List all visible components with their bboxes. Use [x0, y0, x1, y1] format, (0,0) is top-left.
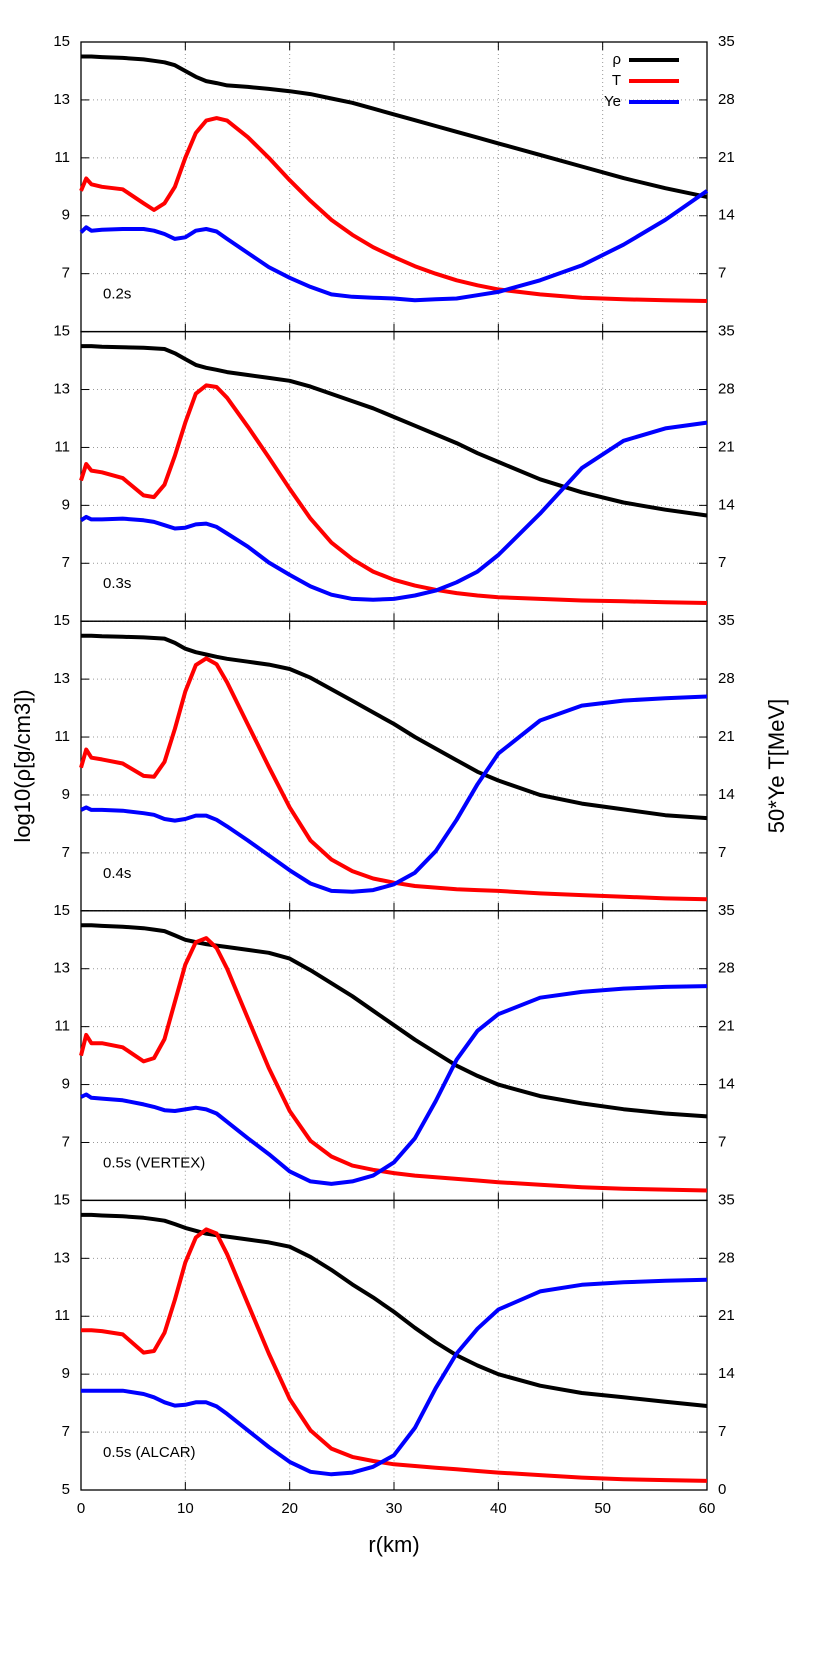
y-axis-title: log10(ρ[g/cm3]) [10, 689, 35, 842]
series-line [79, 189, 709, 303]
x-tick-label: 30 [386, 1500, 403, 1517]
y2-tick-label: 35 [718, 1191, 735, 1208]
y-tick-label: 7 [62, 265, 70, 282]
y2-tick-label: 14 [718, 496, 735, 513]
y-tick-label: 11 [54, 438, 70, 455]
y-tick-label: 9 [62, 207, 70, 224]
y2-tick-label: 7 [718, 844, 726, 861]
y2-tick-label: 35 [718, 902, 735, 919]
y2-tick-label: 28 [718, 91, 735, 108]
panel-label: 0.2s [103, 286, 131, 303]
y2-tick-label: 28 [718, 380, 735, 397]
legend-label: T [612, 72, 621, 89]
y-tick-label: 15 [53, 612, 70, 629]
series-line [81, 1212, 708, 1408]
panel-label: 0.5s (VERTEX) [103, 1154, 205, 1171]
y2-tick-label: 7 [718, 1423, 726, 1440]
y2-tick-label: 14 [718, 1365, 735, 1382]
y-tick-label: 9 [62, 1076, 70, 1093]
series-line [79, 420, 708, 602]
panel-label: 0.3s [103, 575, 131, 592]
x-tick-label: 50 [594, 1500, 611, 1517]
y2-tick-label: 7 [718, 554, 726, 571]
y2-tick-label: 28 [718, 1249, 735, 1266]
y-tick-label: 7 [62, 554, 70, 571]
y2-tick-label: 14 [718, 786, 735, 803]
y-tick-label: 5 [62, 1481, 70, 1498]
y2-tick-label: 21 [718, 728, 735, 745]
x-tick-label: 20 [281, 1500, 298, 1517]
series-line [79, 383, 708, 605]
series-line [81, 1277, 708, 1477]
y-tick-label: 13 [53, 960, 70, 977]
y2-tick-label: 14 [718, 1076, 735, 1093]
y-tick-label: 7 [62, 844, 70, 861]
y2-tick-label: 14 [718, 207, 735, 224]
panel-label: 0.5s (ALCAR) [103, 1444, 196, 1461]
y-tick-label: 11 [54, 1018, 70, 1035]
y-tick-label: 13 [53, 91, 70, 108]
x-tick-label: 60 [699, 1500, 716, 1517]
x-axis-title: r(km) [368, 1532, 419, 1557]
y-tick-label: 15 [53, 902, 70, 919]
y-tick-label: 11 [54, 1307, 70, 1324]
panel-label: 0.4s [103, 865, 131, 882]
plot-frame [80, 1199, 708, 1491]
y-tick-label: 13 [53, 670, 70, 687]
legend-label: Ye [604, 93, 621, 110]
y2-tick-label: 28 [718, 670, 735, 687]
y2-tick-label: 21 [718, 149, 735, 166]
y-tick-label: 9 [62, 1365, 70, 1382]
y2-tick-label: 28 [718, 960, 735, 977]
y2-tick-label: 0 [718, 1481, 726, 1498]
series-line [81, 633, 708, 821]
series-line [80, 984, 708, 1186]
y-tick-label: 15 [53, 1191, 70, 1208]
x-tick-label: 10 [177, 1500, 194, 1517]
y2-tick-label: 21 [718, 1018, 735, 1035]
y-tick-label: 11 [54, 149, 70, 166]
legend-label: ρ [612, 51, 621, 68]
series-line [81, 923, 708, 1119]
y-tick-label: 7 [62, 1423, 70, 1440]
y-tick-label: 9 [62, 786, 70, 803]
y-tick-label: 11 [54, 728, 70, 745]
y2-tick-label: 21 [718, 1307, 735, 1324]
y-tick-label: 15 [53, 33, 70, 50]
series-line [81, 344, 708, 518]
y2-tick-label: 35 [718, 33, 735, 50]
series-line [80, 694, 708, 894]
series-line [81, 54, 708, 199]
series-line [79, 656, 708, 902]
y2-tick-label: 7 [718, 1133, 726, 1150]
y-tick-label: 15 [53, 323, 70, 340]
y2-tick-label: 35 [718, 612, 735, 629]
y-tick-label: 7 [62, 1133, 70, 1150]
y2-tick-label: 7 [718, 265, 726, 282]
y-tick-label: 9 [62, 496, 70, 513]
y2-tick-label: 35 [718, 323, 735, 340]
series-line [79, 116, 708, 303]
x-tick-label: 40 [490, 1500, 507, 1517]
y2-axis-title: 50*Ye T[MeV] [764, 699, 789, 834]
y2-tick-label: 21 [718, 438, 735, 455]
series-line [81, 1227, 708, 1483]
y-tick-label: 13 [53, 380, 70, 397]
series-line [79, 936, 708, 1193]
y-tick-label: 13 [53, 1249, 70, 1266]
x-tick-label: 0 [77, 1500, 85, 1517]
